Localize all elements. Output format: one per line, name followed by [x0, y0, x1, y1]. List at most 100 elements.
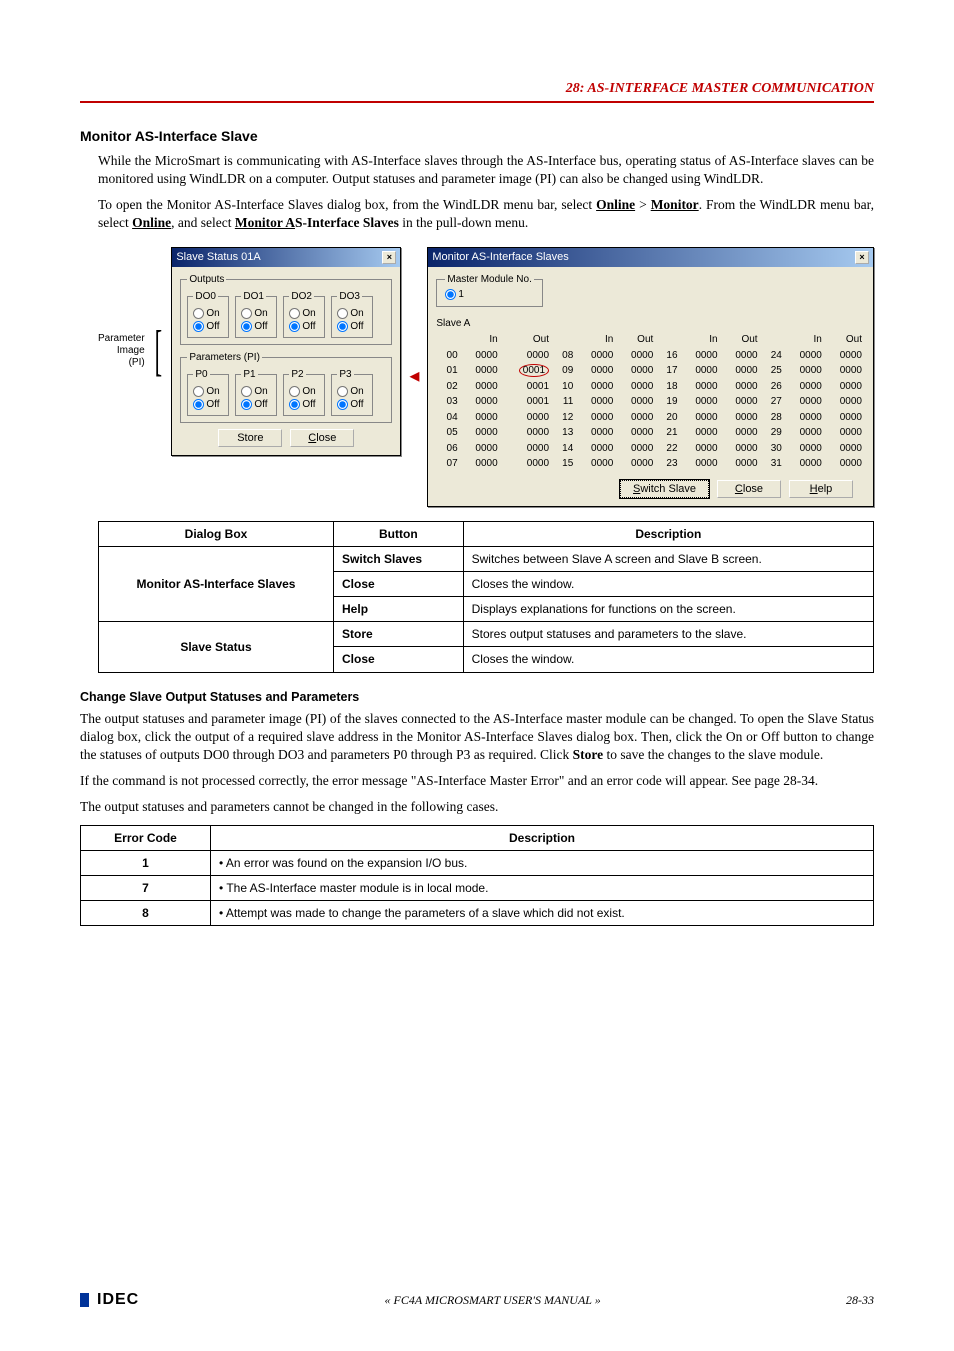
do-on-1[interactable]: On — [241, 307, 271, 321]
radio-label: Off — [350, 320, 363, 334]
slave-cell[interactable]: 0000 — [721, 394, 761, 410]
desc-btn: Close — [334, 647, 464, 672]
slave-cell: 11 — [552, 394, 576, 410]
radio-input[interactable] — [289, 399, 300, 410]
do-on-2[interactable]: On — [289, 307, 319, 321]
slave-cell[interactable]: 0000 — [501, 425, 552, 441]
close-icon[interactable]: × — [855, 251, 869, 264]
slave-cell: 04 — [436, 410, 460, 426]
slave-cell[interactable]: 0000 — [825, 456, 865, 472]
slave-cell: 18 — [656, 379, 680, 395]
slave-cell[interactable]: 0000 — [616, 379, 656, 395]
radio-input[interactable] — [337, 308, 348, 319]
slave-cell[interactable]: 0000 — [616, 363, 656, 379]
slave-cell[interactable]: 0000 — [721, 348, 761, 364]
p-off-2[interactable]: Off — [289, 398, 319, 412]
slave-cell[interactable]: 0000 — [825, 441, 865, 457]
radio-input[interactable] — [337, 386, 348, 397]
p-off-0[interactable]: Off — [193, 398, 223, 412]
slave-cell[interactable]: 0000 — [721, 379, 761, 395]
slave-cell[interactable]: 0000 — [616, 425, 656, 441]
radio-label: Off — [206, 398, 219, 412]
slave-cell[interactable]: 0001 — [501, 363, 552, 379]
slave-cell: 0000 — [785, 425, 825, 441]
radio-input[interactable] — [193, 308, 204, 319]
master-radio-1[interactable]: 1 — [445, 288, 533, 302]
radio-input[interactable] — [241, 386, 252, 397]
radio-input[interactable] — [241, 399, 252, 410]
change-p3: The output statuses and parameters canno… — [80, 798, 874, 816]
close-button[interactable]: Close — [717, 480, 781, 498]
do-on-3[interactable]: On — [337, 307, 367, 321]
close-icon[interactable]: × — [382, 251, 396, 264]
pi-label: Parameter Image (PI) — [98, 333, 145, 369]
close-button[interactable]: Close — [290, 429, 354, 447]
help-button[interactable]: Help — [789, 480, 853, 498]
slave-cell[interactable]: 0000 — [616, 394, 656, 410]
switch-slave-button[interactable]: Switch Slave — [620, 480, 709, 498]
slave-cell: 0000 — [785, 394, 825, 410]
store-button[interactable]: Store — [218, 429, 282, 447]
slave-cell[interactable]: 0000 — [616, 410, 656, 426]
p-on-1[interactable]: On — [241, 385, 271, 399]
p-on-2[interactable]: On — [289, 385, 319, 399]
slave-cell[interactable]: 0000 — [825, 425, 865, 441]
slave-cell: 0000 — [681, 425, 721, 441]
slave-cell[interactable]: 0000 — [721, 425, 761, 441]
slave-cell[interactable]: 0001 — [501, 394, 552, 410]
slave-cell[interactable]: 0000 — [721, 363, 761, 379]
do-off-1[interactable]: Off — [241, 320, 271, 334]
p-3: P3 OnOff — [331, 368, 373, 416]
slave-cell[interactable]: 0000 — [616, 441, 656, 457]
radio-input[interactable] — [193, 321, 204, 332]
slave-cell: 0000 — [576, 348, 616, 364]
radio-input[interactable] — [193, 386, 204, 397]
radio-input[interactable] — [337, 399, 348, 410]
radio-label: Off — [206, 320, 219, 334]
slave-cell[interactable]: 0000 — [721, 441, 761, 457]
slave-cell[interactable]: 0000 — [825, 363, 865, 379]
slave-cell[interactable]: 0000 — [616, 456, 656, 472]
p-legend-3: P3 — [337, 368, 353, 382]
slave-cell[interactable]: 0000 — [825, 394, 865, 410]
master-radio-input[interactable] — [445, 289, 456, 300]
p-off-3[interactable]: Off — [337, 398, 367, 412]
desc-desc: Switches between Slave A screen and Slav… — [463, 546, 873, 571]
slave-cell[interactable]: 0000 — [721, 410, 761, 426]
radio-input[interactable] — [289, 308, 300, 319]
slave-cell[interactable]: 0000 — [501, 410, 552, 426]
do-off-3[interactable]: Off — [337, 320, 367, 334]
slave-cell[interactable]: 0000 — [501, 441, 552, 457]
radio-input[interactable] — [193, 399, 204, 410]
radio-input[interactable] — [337, 321, 348, 332]
slave-cell[interactable]: 0000 — [825, 348, 865, 364]
footer-center: « FC4A MICROSMART USER'S MANUAL » — [385, 1292, 601, 1308]
slave-cell: 0000 — [785, 410, 825, 426]
slave-cell[interactable]: 0001 — [501, 379, 552, 395]
slave-cell[interactable]: 0000 — [721, 456, 761, 472]
slave-cell[interactable]: 0000 — [501, 456, 552, 472]
p-on-0[interactable]: On — [193, 385, 223, 399]
slave-cell[interactable]: 0000 — [616, 348, 656, 364]
slave-cell[interactable]: 0000 — [501, 348, 552, 364]
radio-input[interactable] — [241, 308, 252, 319]
slave-cell: 00 — [436, 348, 460, 364]
section-heading: Monitor AS-Interface Slave — [80, 127, 874, 146]
radio-input[interactable] — [289, 321, 300, 332]
radio-label: On — [350, 307, 363, 321]
do-off-0[interactable]: Off — [193, 320, 223, 334]
do-off-2[interactable]: Off — [289, 320, 319, 334]
do-on-0[interactable]: On — [193, 307, 223, 321]
description-table: Dialog Box Button Description Monitor AS… — [98, 521, 874, 673]
radio-label: On — [350, 385, 363, 399]
params-legend: Parameters (PI) — [187, 351, 262, 365]
p2-pre: To open the Monitor AS-Interface Slaves … — [98, 197, 596, 212]
radio-input[interactable] — [241, 321, 252, 332]
slave-cell: 29 — [761, 425, 785, 441]
p-on-3[interactable]: On — [337, 385, 367, 399]
p-off-1[interactable]: Off — [241, 398, 271, 412]
radio-input[interactable] — [289, 386, 300, 397]
slave-cell[interactable]: 0000 — [825, 410, 865, 426]
slave-cell[interactable]: 0000 — [825, 379, 865, 395]
change-heading: Change Slave Output Statuses and Paramet… — [80, 689, 874, 706]
